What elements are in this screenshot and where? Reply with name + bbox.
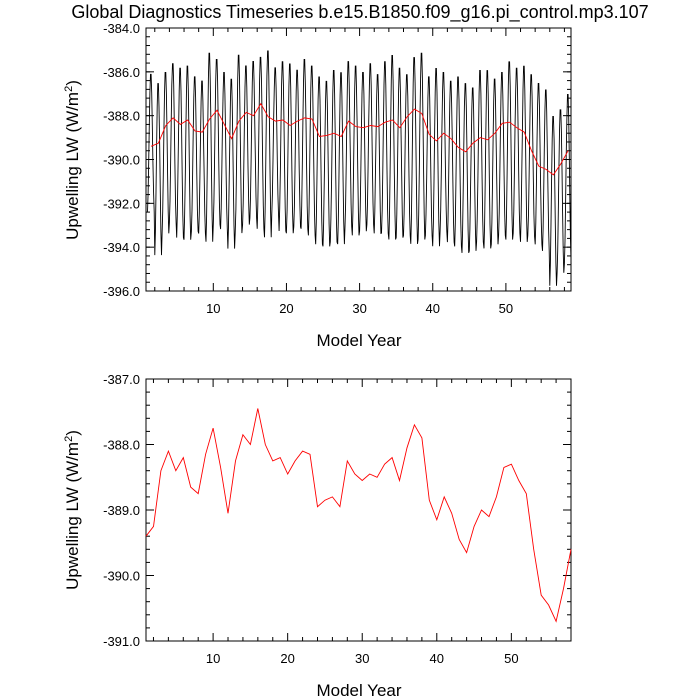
- bottom-y-tick-label: -389.0: [103, 503, 140, 518]
- bottom-y-axis-title-main: Upwelling LW (W/m: [63, 442, 82, 590]
- top-y-tick-label: -394.0: [103, 240, 140, 255]
- bottom-plot-frame: [145, 378, 572, 642]
- bottom-x-tick-label: 10: [206, 651, 220, 666]
- top-y-axis-title-main: Upwelling LW (W/m: [63, 92, 82, 240]
- top-x-tick-label: 50: [499, 301, 513, 316]
- bottom-y-axis-title-sup: 2: [63, 436, 75, 442]
- top-y-axis-title-sup: 2: [63, 86, 75, 92]
- bottom-y-tick-label: -387.0: [103, 372, 140, 387]
- bottom-series: [145, 408, 572, 623]
- bottom-x-tick-label: 50: [504, 651, 518, 666]
- bottom-y-axis-title: Upwelling LW (W/m2): [63, 430, 82, 590]
- bottom-ticks: 10 20 30 40 50 -387.0 -388.0 -389.0 -390.0 -391.0: [103, 372, 572, 666]
- top-series: [147, 50, 572, 286]
- top-x-tick-label: 30: [352, 301, 366, 316]
- top-y-tick-label: -396.0: [103, 284, 140, 299]
- top-panel: 10 20 30 40 50 -384.0 -386.0 -388.0 -390.0 -392.0…: [63, 21, 572, 350]
- bottom-y-tick-label: -391.0: [103, 634, 140, 649]
- top-y-tick-label: -388.0: [103, 109, 140, 124]
- top-ticks: 10 20 30 40 50 -384.0 -386.0 -388.0 -390.0 -392.0…: [103, 21, 571, 316]
- top-y-tick-label: -384.0: [103, 21, 140, 36]
- top-y-tick-label: -390.0: [103, 153, 140, 168]
- bottom-panel: 10 20 30 40 50 -387.0 -388.0 -389.0 -390.0 -391.0…: [63, 372, 572, 700]
- top-y-tick-label: -386.0: [103, 65, 140, 80]
- top-y-tick-label: -392.0: [103, 196, 140, 211]
- bottom-x-tick-label: 30: [355, 651, 369, 666]
- bottom-x-tick-label: 40: [430, 651, 444, 666]
- figure-title: Global Diagnostics Timeseries b.e15.B185…: [71, 2, 648, 23]
- bottom-x-tick-label: 20: [280, 651, 294, 666]
- top-x-tick-label: 10: [206, 301, 220, 316]
- bottom-y-axis-title-end: ): [63, 430, 82, 436]
- bottom-x-axis-title: Model Year: [316, 681, 401, 700]
- top-x-axis-title: Model Year: [316, 331, 401, 350]
- bottom-series-line-0: [145, 408, 572, 623]
- top-series-line-1: [150, 102, 569, 176]
- top-series-line-0: [147, 50, 572, 286]
- top-x-tick-label: 40: [426, 301, 440, 316]
- bottom-y-tick-label: -388.0: [103, 438, 140, 453]
- top-y-axis-title: Upwelling LW (W/m2): [63, 80, 82, 240]
- bottom-y-tick-label: -390.0: [103, 569, 140, 584]
- top-y-axis-title-end: ): [63, 80, 82, 86]
- top-x-tick-label: 20: [279, 301, 293, 316]
